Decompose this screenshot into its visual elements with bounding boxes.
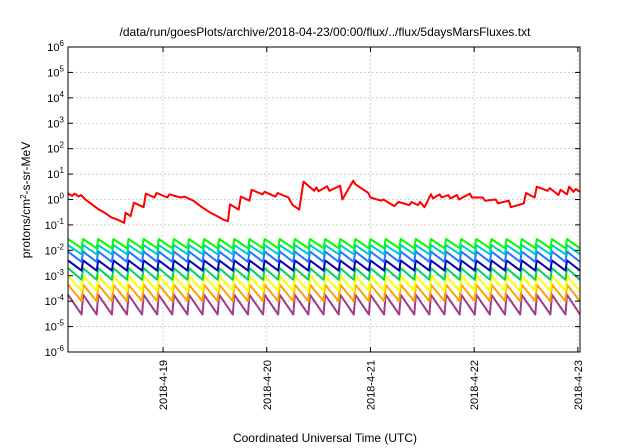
y-tick-label-base: 10: [47, 144, 59, 156]
y-axis-label-units: -s-sr-MeV: [19, 142, 33, 195]
x-axis-label: Coordinated Universal Time (UTC): [233, 431, 417, 445]
y-axis-label-main: protons/cm: [19, 199, 33, 258]
x-tick-label: 2018-4-23: [573, 360, 585, 410]
series-line: [67, 238, 581, 250]
axes: 10-610-510-410-310-210-11001011021031041…: [45, 39, 585, 410]
y-tick-label-base: 10: [47, 93, 59, 105]
y-tick-label: 10-2: [45, 242, 65, 257]
y-tick-label: 105: [47, 64, 64, 79]
y-tick-label-exponent: -5: [57, 319, 65, 328]
series-group: [67, 179, 581, 316]
y-tick-label-exponent: 3: [60, 115, 65, 124]
y-tick-label-exponent: -4: [57, 293, 65, 302]
series-line: [67, 267, 581, 281]
y-tick-label: 106: [47, 39, 64, 54]
series-line: [67, 259, 581, 272]
y-tick-label-exponent: -1: [57, 217, 65, 226]
y-tick-label-base: 10: [45, 220, 57, 232]
y-tick-label: 10-3: [45, 268, 65, 283]
y-tick-label-exponent: 4: [60, 90, 65, 99]
y-tick-label-base: 10: [47, 118, 59, 130]
y-tick-label-exponent: 6: [60, 39, 65, 48]
y-tick-label-base: 10: [47, 169, 59, 181]
x-tick-label: 2018-4-20: [262, 360, 274, 410]
x-tick-label: 2018-4-21: [365, 360, 377, 410]
y-tick-label: 10-4: [45, 293, 65, 308]
y-tick-label-base: 10: [47, 67, 59, 79]
series-line: [67, 179, 581, 224]
y-tick-label-base: 10: [45, 271, 57, 283]
y-tick-label-exponent: 2: [60, 141, 65, 150]
y-tick-label: 103: [47, 115, 64, 130]
y-tick-label-base: 10: [45, 245, 57, 257]
y-tick-label: 102: [47, 141, 64, 156]
y-tick-label-exponent: 0: [60, 192, 65, 201]
x-tick-label: 2018-4-19: [158, 360, 170, 410]
series-line: [67, 250, 581, 263]
y-tick-label: 10-6: [45, 344, 65, 359]
y-tick-label-base: 10: [45, 296, 57, 308]
y-tick-label-exponent: -6: [57, 344, 65, 353]
y-tick-label: 101: [47, 166, 64, 181]
y-tick-label: 10-1: [45, 217, 65, 232]
y-tick-label-exponent: -3: [57, 268, 65, 277]
y-tick-label-exponent: 1: [60, 166, 65, 175]
y-tick-label-base: 10: [45, 347, 57, 359]
plot-frame: [67, 46, 581, 353]
series-line: [67, 274, 581, 293]
y-tick-label-base: 10: [47, 195, 59, 207]
chart-title: /data/run/goesPlots/archive/2018-04-23/0…: [120, 25, 532, 39]
y-tick-label-base: 10: [47, 42, 59, 54]
y-tick-label-exponent: -2: [57, 242, 65, 251]
y-tick-label-exponent: 5: [60, 64, 65, 73]
y-axis-label-sup: 2: [19, 194, 28, 199]
y-tick-label-base: 10: [45, 322, 57, 334]
x-tick-label: 2018-4-22: [469, 360, 481, 410]
y-tick-label: 100: [47, 192, 64, 207]
y-tick-label: 10-5: [45, 319, 65, 334]
y-tick-label: 104: [47, 90, 64, 105]
y-axis-label: protons/cm2-s-sr-MeV: [19, 142, 33, 258]
